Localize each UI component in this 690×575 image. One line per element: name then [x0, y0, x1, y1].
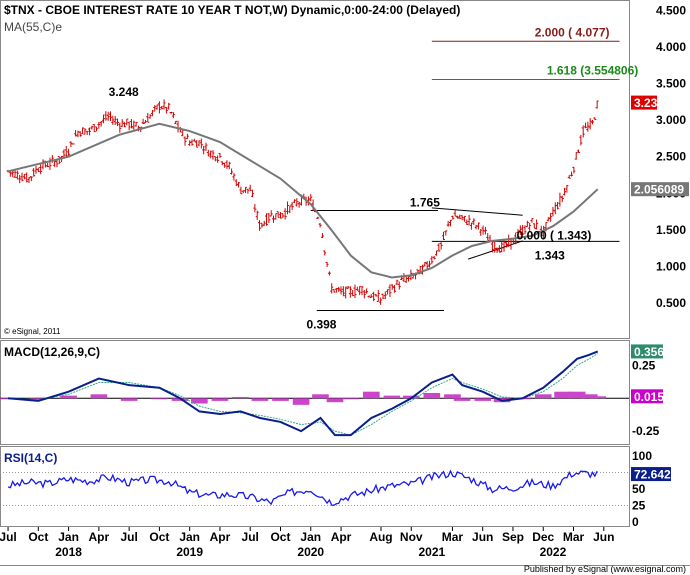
rsi-panel-label: RSI(14,C) — [4, 451, 57, 465]
x-month-label: Apr — [89, 530, 110, 544]
rsi-panel-frame — [0, 446, 630, 527]
ma-legend: MA(55,C)e — [4, 20, 62, 34]
macd-histogram-bar — [554, 391, 571, 399]
macd-histogram-bar — [534, 394, 552, 399]
macd-histogram-bar — [474, 398, 492, 401]
macd-histogram-bar — [211, 398, 229, 401]
macd-histogram-bar — [151, 398, 168, 400]
price-y-tick: 4.500 — [656, 3, 686, 17]
macd-panel-label: MACD(12,26,9,C) — [4, 345, 100, 359]
x-year-label: 2018 — [55, 545, 82, 559]
macd-histogram-bar — [191, 398, 208, 404]
macd-histogram-bar — [326, 398, 344, 403]
x-month-label: Dec — [532, 530, 554, 544]
fib-1618-label: 1.618 (3.554806) — [547, 63, 638, 77]
x-month-label: Sep — [502, 530, 524, 544]
x-month-label: Jul — [0, 530, 17, 544]
macd-y-tick: 0.25 — [632, 358, 656, 372]
copyright-text: © eSignal, 2011 — [4, 327, 61, 336]
macd-histogram-bar — [312, 394, 329, 399]
macd-histogram-bar — [232, 396, 249, 399]
macd-value-badge-bg — [631, 344, 663, 359]
price-panel-frame — [0, 0, 630, 339]
hist-value-badge-bg — [631, 389, 663, 404]
price-y-tick: 3.000 — [656, 113, 686, 127]
x-month-label: Jul — [120, 530, 137, 544]
last-price-badge: 3.239 — [634, 96, 664, 110]
macd-histogram-bar — [453, 398, 471, 401]
price-y-tick: 2.500 — [656, 150, 686, 164]
triangle-lower-line — [468, 240, 523, 260]
macd-histogram-bar — [568, 391, 586, 399]
macd-value-badge: 0.356 — [634, 345, 664, 359]
low-label-0398: 0.398 — [306, 318, 336, 332]
x-month-label: Jan — [300, 530, 321, 544]
level-label-1765: 1.765 — [410, 195, 440, 209]
macd-histogram-bar — [342, 398, 360, 400]
level-label-1343: 1.343 — [535, 248, 565, 262]
last-price-badge-bg — [631, 95, 657, 110]
x-month-label: Jun — [593, 530, 614, 544]
x-year-label: 2019 — [176, 545, 203, 559]
price-y-tick: 1.000 — [656, 259, 686, 273]
macd-histogram-bar — [272, 398, 289, 401]
fib-0000-label: 0.000 ( 1.343) — [517, 228, 592, 242]
macd-histogram-bar — [60, 395, 77, 399]
x-year-label: 2022 — [540, 545, 567, 559]
x-month-label: Oct — [28, 530, 48, 544]
chart-title: $TNX - CBOE INTEREST RATE 10 YEAR T NOT,… — [4, 3, 460, 17]
macd-histogram-bar — [383, 395, 401, 399]
macd-line — [7, 350, 599, 437]
published-text: Published by eSignal (www.esignal.com) — [524, 564, 686, 574]
x-month-label: Mar — [563, 530, 585, 544]
macd-histogram-bar — [362, 391, 380, 399]
ma-value-badge-bg — [631, 182, 689, 197]
rsi-y-tick: 0 — [632, 515, 639, 529]
price-y-tick: 3.500 — [656, 77, 686, 91]
ma-value-badge: 2.056089 — [634, 183, 684, 197]
price-y-tick: 1.500 — [656, 223, 686, 237]
rsi-line — [7, 469, 598, 506]
x-year-label: 2020 — [297, 545, 324, 559]
macd-histogram-bar — [251, 398, 269, 401]
macd-histogram-bar — [292, 398, 310, 405]
macd-histogram-bar — [580, 394, 598, 399]
price-y-tick: 4.000 — [656, 40, 686, 54]
macd-histogram-bar — [171, 398, 189, 401]
macd-histogram-bar — [589, 396, 607, 399]
macd-histogram-bar — [30, 398, 47, 400]
x-month-label: Aug — [369, 530, 392, 544]
x-month-label: Oct — [149, 530, 169, 544]
fib-2000-label: 2.000 ( 4.077) — [535, 25, 610, 39]
macd-y-tick: -0.25 — [632, 424, 660, 438]
x-month-label: Apr — [331, 530, 352, 544]
x-month-label: Nov — [400, 530, 423, 544]
macd-histogram-bar — [120, 398, 138, 401]
rsi-y-tick-minor: 25 — [632, 499, 646, 513]
x-month-label: Mar — [442, 530, 464, 544]
hist-value-badge: 0.015 — [634, 390, 664, 404]
peak-label-3248: 3.248 — [109, 85, 139, 99]
rsi-value-badge-bg — [631, 467, 671, 482]
rsi-y-tick: 50 — [632, 482, 646, 496]
x-month-label: Jul — [242, 530, 259, 544]
macd-histogram-bar — [402, 395, 420, 399]
triangle-upper-line — [431, 207, 523, 216]
macd-panel-frame — [0, 340, 630, 445]
x-month-label: Oct — [270, 530, 290, 544]
x-month-label: Jan — [179, 530, 200, 544]
rsi-value-badge: 72.642 — [634, 468, 671, 482]
price-y-tick: 0.500 — [656, 296, 686, 310]
x-year-label: 2021 — [418, 545, 445, 559]
macd-histogram-bar — [444, 394, 461, 399]
macd-histogram-bar — [90, 394, 108, 399]
x-month-label: Jan — [58, 530, 79, 544]
rsi-y-tick: 100 — [632, 449, 652, 463]
macd-histogram-bar — [423, 393, 441, 399]
x-month-label: Jun — [472, 530, 493, 544]
ma-line — [7, 122, 599, 279]
x-month-label: Apr — [210, 530, 231, 544]
